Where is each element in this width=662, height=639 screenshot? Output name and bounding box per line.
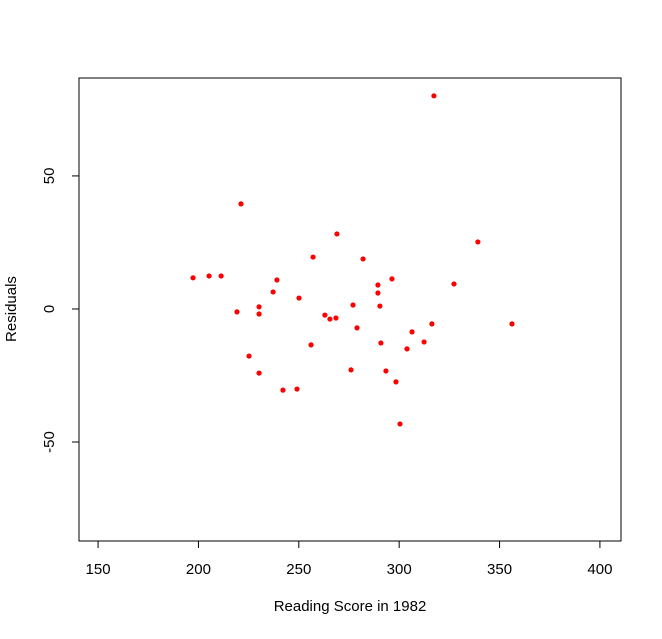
point [429, 321, 435, 327]
point [218, 273, 224, 279]
point [310, 254, 316, 260]
point [327, 316, 333, 322]
point [431, 93, 437, 99]
point [409, 329, 415, 335]
point [397, 421, 403, 427]
y-axis-label: Residuals [3, 276, 20, 342]
point [256, 311, 262, 317]
x-tick-label: 400 [587, 561, 612, 578]
point [360, 256, 366, 262]
point [334, 231, 340, 237]
point [451, 281, 457, 287]
x-axis-label: Reading Score in 1982 [274, 598, 427, 615]
point [238, 201, 244, 207]
point [421, 339, 427, 345]
point [389, 276, 395, 282]
y-tick-label: 0 [41, 305, 58, 313]
point [308, 342, 314, 348]
x-tick-label: 350 [487, 561, 512, 578]
point [190, 275, 196, 281]
point [246, 353, 252, 359]
y-tick-label: -50 [41, 431, 58, 453]
point [256, 370, 262, 376]
point [383, 368, 389, 374]
point [404, 346, 410, 352]
point [322, 312, 328, 318]
y-tick-label: 50 [41, 168, 58, 185]
point [294, 386, 300, 392]
plot-frame [78, 77, 622, 542]
point [348, 367, 354, 373]
point [350, 302, 356, 308]
x-tick-label: 300 [387, 561, 412, 578]
point [378, 340, 384, 346]
point [393, 379, 399, 385]
point [354, 325, 360, 331]
point [206, 273, 212, 279]
point [234, 309, 240, 315]
point [256, 304, 262, 310]
point [377, 303, 383, 309]
point [296, 295, 302, 301]
point [274, 277, 280, 283]
point [375, 290, 381, 296]
point [333, 315, 339, 321]
x-tick-label: 200 [186, 561, 211, 578]
point [375, 282, 381, 288]
x-tick-label: 150 [86, 561, 111, 578]
x-tick-label: 250 [286, 561, 311, 578]
point [270, 289, 276, 295]
point [475, 239, 481, 245]
point [509, 321, 515, 327]
point [280, 387, 286, 393]
